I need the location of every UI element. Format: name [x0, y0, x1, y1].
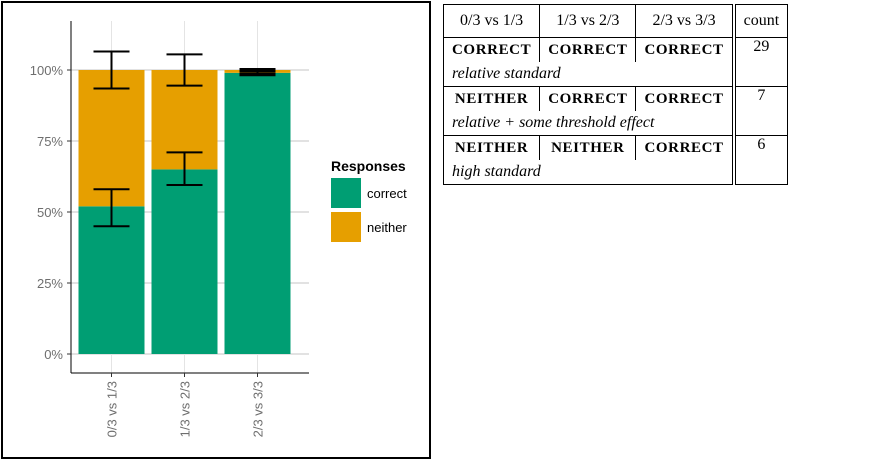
pattern-description: relative standard	[452, 65, 561, 82]
x-tick-label: 2/3 vs 3/3	[251, 381, 266, 437]
x-tick-label: 0/3 vs 1/3	[105, 381, 120, 437]
y-tick-label: 25%	[37, 276, 63, 291]
response-cell: CORRECT	[635, 37, 734, 62]
table-row: NEITHER NEITHER CORRECT 6	[443, 135, 788, 185]
response-cell: NEITHER	[539, 135, 636, 160]
table-description-row: high standard	[444, 160, 788, 185]
response-cell: CORRECT	[539, 37, 636, 62]
pattern-description: high standard	[452, 163, 541, 180]
response-cell: CORRECT	[635, 86, 734, 111]
count-cell: 29	[731, 37, 788, 87]
bar-correct	[224, 72, 291, 354]
count-cell: 6	[731, 135, 788, 185]
response-cell: CORRECT	[539, 86, 636, 111]
table-description-row: relative standard	[444, 62, 788, 87]
y-tick-label: 0%	[44, 347, 63, 362]
header-cell-count: count	[731, 4, 788, 38]
table-row: NEITHER CORRECT CORRECT 7	[443, 86, 788, 136]
legend-title: Responses	[331, 158, 406, 174]
legend-swatch-neither	[331, 212, 361, 242]
y-tick-label: 75%	[37, 134, 63, 149]
response-cell: NEITHER	[454, 90, 529, 107]
table-description-row: relative + some threshold effect	[444, 111, 788, 136]
count-cell: 7	[731, 86, 788, 136]
stacked-bar-chart: 0% 25% 50% 75% 100% 0/3 vs 1/3 1/3 vs 2/3 2/3 v…	[1, 1, 431, 459]
header-cell-1: 1/3 vs 2/3	[539, 4, 636, 38]
header-cell-2: 2/3 vs 3/3	[635, 4, 734, 38]
chart-canvas: 0% 25% 50% 75% 100% 0/3 vs 1/3 1/3 vs 2/3 2/3 v…	[30, 21, 407, 437]
header-cell-0: 0/3 vs 1/3	[460, 12, 524, 29]
y-tick-label: 50%	[37, 205, 63, 220]
bar-correct	[78, 206, 145, 354]
response-cell: CORRECT	[452, 41, 532, 58]
legend-swatch-correct	[331, 178, 361, 208]
legend-label-neither: neither	[367, 220, 407, 235]
y-tick-label: 100%	[30, 63, 64, 78]
legend-label-correct: correct	[367, 186, 407, 201]
table-header-row: 0/3 vs 1/3 1/3 vs 2/3 2/3 vs 3/3 count	[444, 4, 788, 38]
bar-correct	[151, 169, 218, 354]
x-tick-label: 1/3 vs 2/3	[178, 381, 193, 437]
response-cell: NEITHER	[454, 139, 529, 156]
bar-neither	[78, 70, 145, 207]
response-cell: CORRECT	[635, 135, 734, 160]
table-row: CORRECT CORRECT CORRECT 29	[443, 37, 788, 87]
response-pattern-table: 0/3 vs 1/3 1/3 vs 2/3 2/3 vs 3/3 count C…	[443, 4, 789, 185]
pattern-description: relative + some threshold effect	[452, 114, 655, 131]
